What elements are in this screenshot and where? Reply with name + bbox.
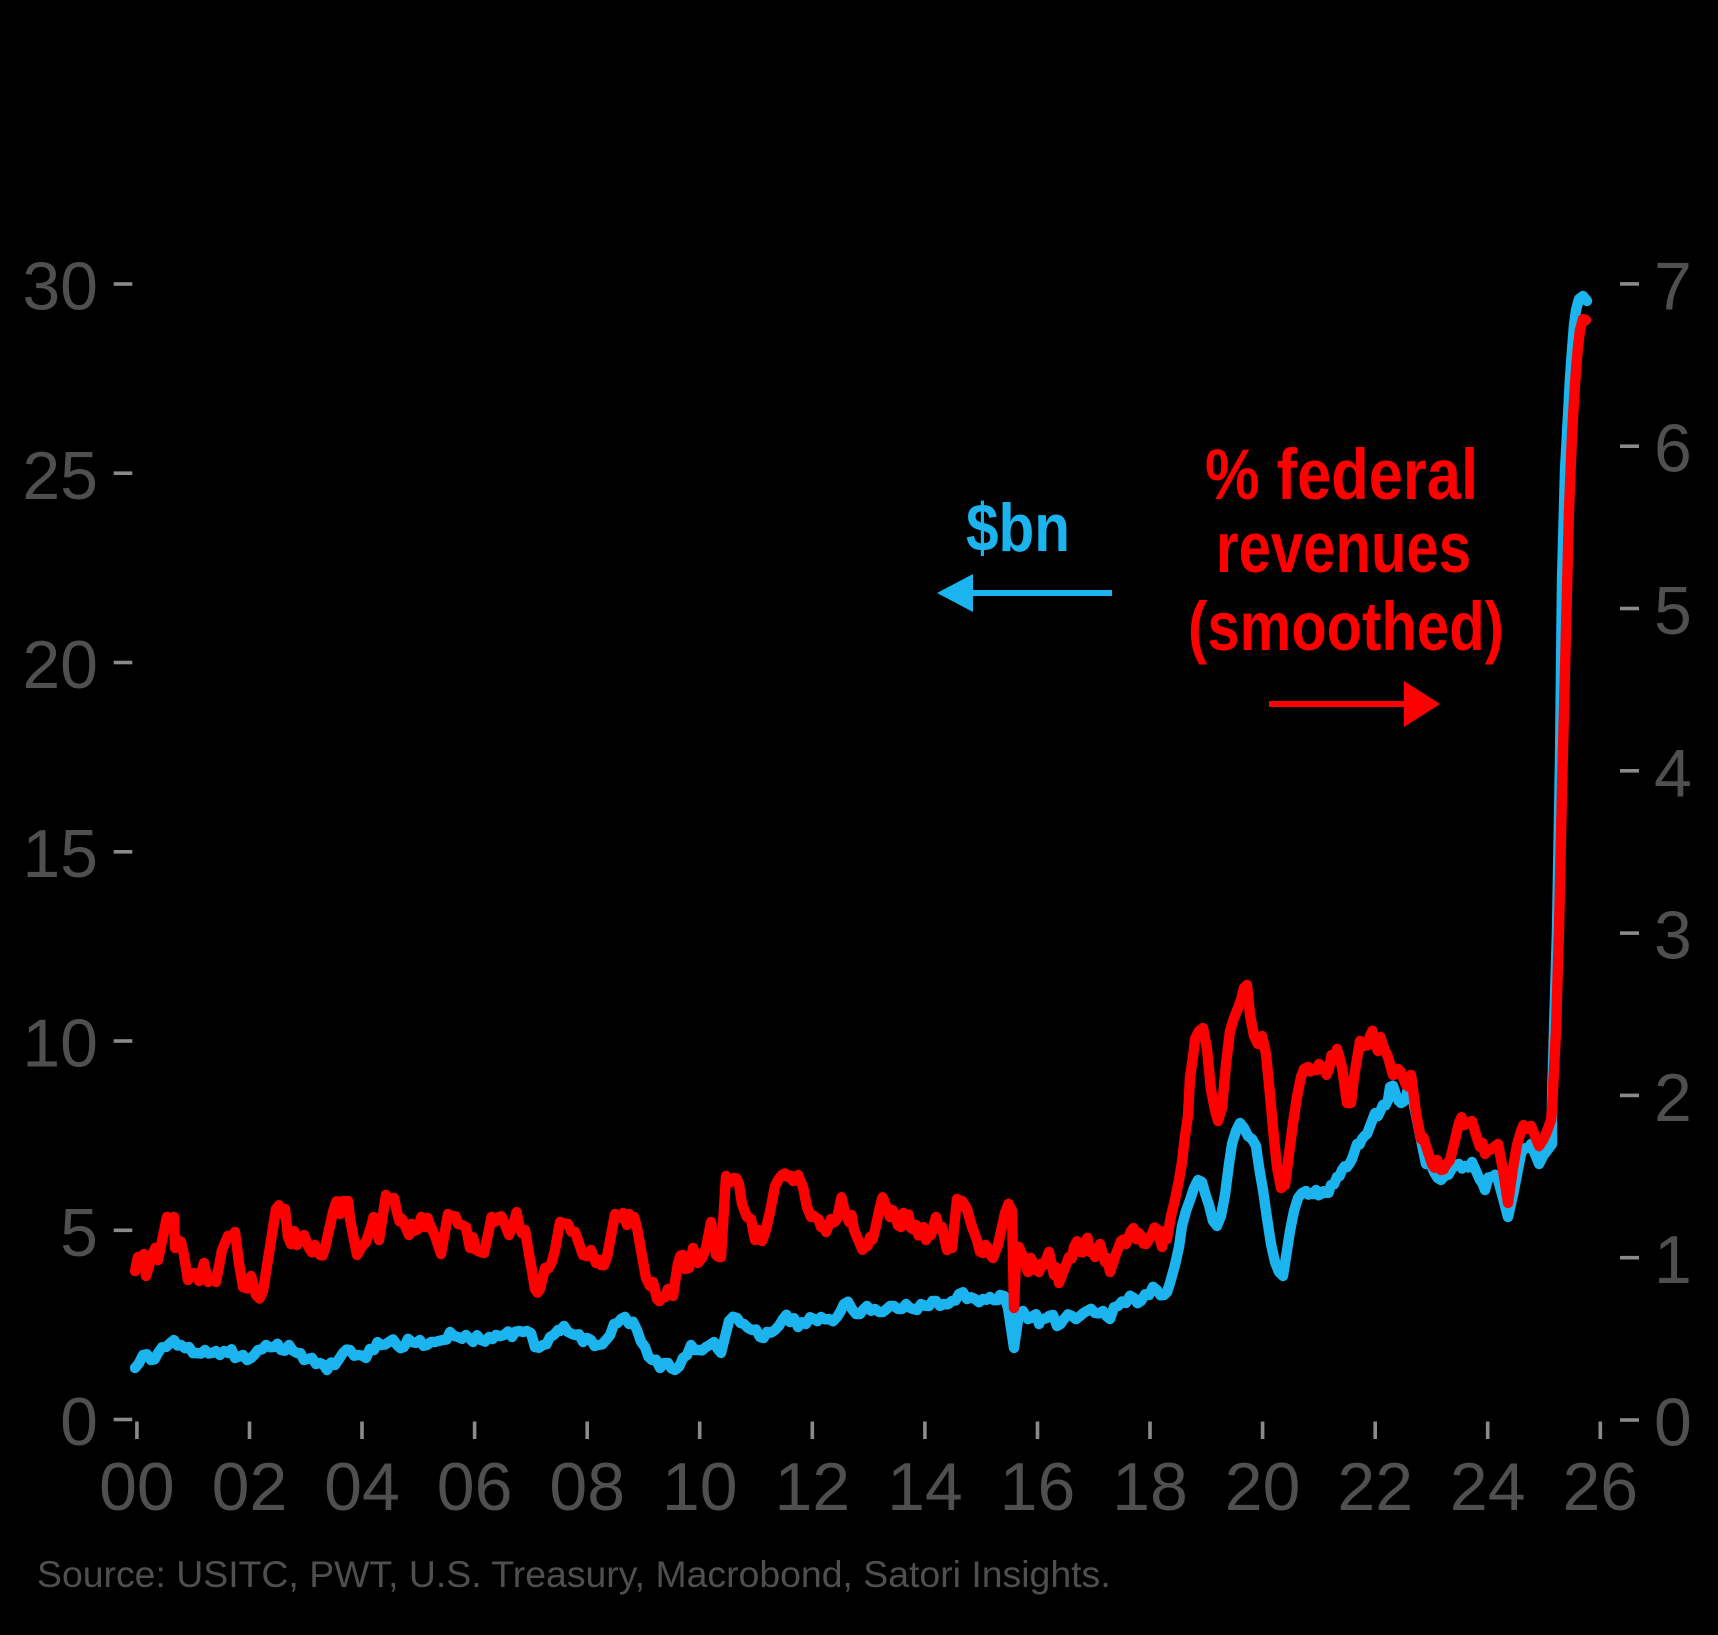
svg-text:10: 10 <box>662 1449 738 1525</box>
svg-text:$bn: $bn <box>966 490 1070 566</box>
svg-text:02: 02 <box>212 1449 288 1525</box>
svg-text:06: 06 <box>437 1449 513 1525</box>
svg-text:(smoothed): (smoothed) <box>1188 588 1504 665</box>
svg-text:24: 24 <box>1450 1449 1526 1525</box>
svg-text:15: 15 <box>22 816 98 892</box>
svg-text:Source: USITC, PWT, U.S. Treas: Source: USITC, PWT, U.S. Treasury, Macro… <box>37 1553 1111 1595</box>
svg-text:7: 7 <box>1654 248 1692 324</box>
svg-text:4: 4 <box>1654 735 1692 811</box>
svg-text:1: 1 <box>1654 1222 1692 1298</box>
svg-text:25: 25 <box>22 438 98 514</box>
svg-text:% federal: % federal <box>1205 436 1478 515</box>
svg-text:5: 5 <box>1654 573 1692 649</box>
svg-text:0: 0 <box>60 1384 98 1460</box>
svg-text:26: 26 <box>1562 1449 1638 1525</box>
svg-text:5: 5 <box>60 1195 98 1271</box>
svg-text:14: 14 <box>887 1449 963 1525</box>
svg-text:2: 2 <box>1654 1060 1692 1136</box>
svg-text:12: 12 <box>774 1449 850 1525</box>
svg-text:30: 30 <box>22 249 98 325</box>
svg-text:6: 6 <box>1654 411 1692 487</box>
svg-text:revenues: revenues <box>1216 509 1471 588</box>
svg-text:3: 3 <box>1654 898 1692 974</box>
svg-text:04: 04 <box>324 1449 400 1525</box>
svg-text:20: 20 <box>22 627 98 703</box>
svg-text:0: 0 <box>1654 1385 1692 1461</box>
svg-text:16: 16 <box>1000 1449 1076 1525</box>
svg-text:10: 10 <box>22 1006 98 1082</box>
svg-text:22: 22 <box>1337 1449 1413 1525</box>
svg-text:00: 00 <box>99 1449 175 1525</box>
svg-text:20: 20 <box>1225 1449 1301 1525</box>
svg-text:18: 18 <box>1112 1449 1188 1525</box>
svg-text:08: 08 <box>549 1449 625 1525</box>
